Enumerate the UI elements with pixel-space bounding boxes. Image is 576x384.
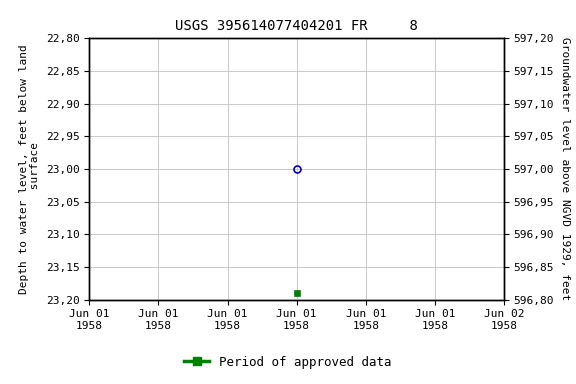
Y-axis label: Depth to water level, feet below land
 surface: Depth to water level, feet below land su… [18,44,40,294]
Title: USGS 395614077404201 FR     8: USGS 395614077404201 FR 8 [175,19,418,33]
Legend: Period of approved data: Period of approved data [179,351,397,374]
Y-axis label: Groundwater level above NGVD 1929, feet: Groundwater level above NGVD 1929, feet [560,37,570,301]
